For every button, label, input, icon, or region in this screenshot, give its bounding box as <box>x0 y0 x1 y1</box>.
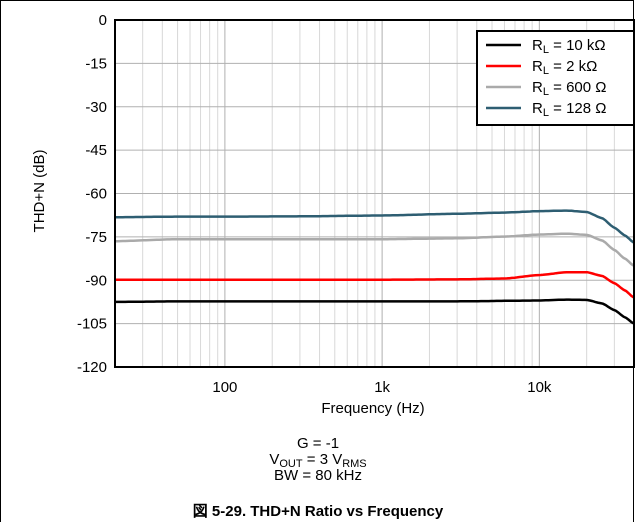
series-line <box>115 298 635 325</box>
y-tick-label: -30 <box>85 99 107 116</box>
y-tick-label: -75 <box>85 229 107 246</box>
note-vout-rms: RMS <box>342 458 367 470</box>
y-tick-label: -15 <box>85 55 107 72</box>
note-vout-sub: OUT <box>279 458 303 470</box>
x-tick-label: 1k <box>374 379 390 396</box>
legend-label: RL = 2 kΩ <box>532 58 597 77</box>
note-vout-mid: = 3 V <box>302 451 343 468</box>
note-vout: VOUT = 3 VRMS <box>0 452 636 472</box>
series-line <box>115 270 635 299</box>
figure-caption: 図 5-29. THD+N Ratio vs Frequency <box>192 503 444 520</box>
y-tick-label: -105 <box>77 316 107 333</box>
x-tick-labels: 100 1k 10k <box>212 379 552 396</box>
y-tick-label: -45 <box>85 142 107 159</box>
x-axis-label: Frequency (Hz) <box>321 400 424 417</box>
thd-n-chart: 0 -15 -30 -45 -60 -75 -90 -105 -120 100 1k 10k THD… <box>31 12 635 417</box>
legend-box <box>476 30 635 126</box>
y-tick-label: -90 <box>85 272 107 289</box>
legend-label: RL = 128 Ω <box>532 100 606 119</box>
note-bandwidth: BW = 80 kHz <box>274 467 362 484</box>
series-line <box>115 209 635 244</box>
y-tick-label: 0 <box>99 12 107 29</box>
legend-label: RL = 600 Ω <box>532 79 606 98</box>
x-tick-label: 100 <box>212 379 237 396</box>
series-lines <box>115 209 635 325</box>
legend-label: RL = 10 kΩ <box>532 37 606 56</box>
note-gain: G = -1 <box>296 435 340 452</box>
plot-area-border <box>114 19 635 368</box>
note-vout-v: V <box>269 451 280 468</box>
grid-lines <box>114 19 635 368</box>
y-tick-labels: 0 -15 -30 -45 -60 -75 -90 -105 -120 <box>77 12 107 376</box>
series-line <box>115 232 635 267</box>
legend: RL = 10 kΩ RL = 2 kΩ RL = 600 Ω RL = 128 Ω <box>476 30 635 126</box>
y-tick-label: -60 <box>85 186 107 203</box>
y-tick-label: -120 <box>77 359 107 376</box>
y-axis-label: THD+N (dB) <box>31 150 48 233</box>
x-tick-label: 10k <box>527 379 552 396</box>
